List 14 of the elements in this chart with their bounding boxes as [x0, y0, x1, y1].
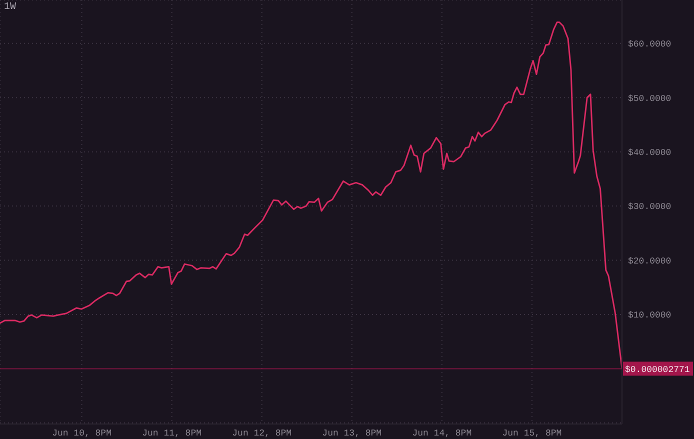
ref-line-label: $0.000002771: [625, 364, 690, 375]
y-tick-label: $60.0000: [628, 40, 672, 50]
chart-title: 1W: [4, 2, 16, 13]
x-tick-label: Jun 10, 8PM: [52, 428, 112, 438]
x-tick-label: Jun 12, 8PM: [232, 428, 292, 438]
y-tick-label: $50.0000: [628, 94, 672, 104]
y-tick-label: $40.0000: [628, 148, 672, 158]
y-tick-label: $20.0000: [628, 256, 672, 266]
x-tick-label: Jun 14, 8PM: [412, 428, 472, 438]
y-tick-label: $30.0000: [628, 202, 672, 212]
x-tick-label: Jun 15, 8PM: [502, 428, 562, 438]
x-tick-label: Jun 13, 8PM: [322, 428, 382, 438]
x-tick-label: Jun 11, 8PM: [142, 428, 202, 438]
y-tick-label: $10.0000: [628, 310, 672, 321]
